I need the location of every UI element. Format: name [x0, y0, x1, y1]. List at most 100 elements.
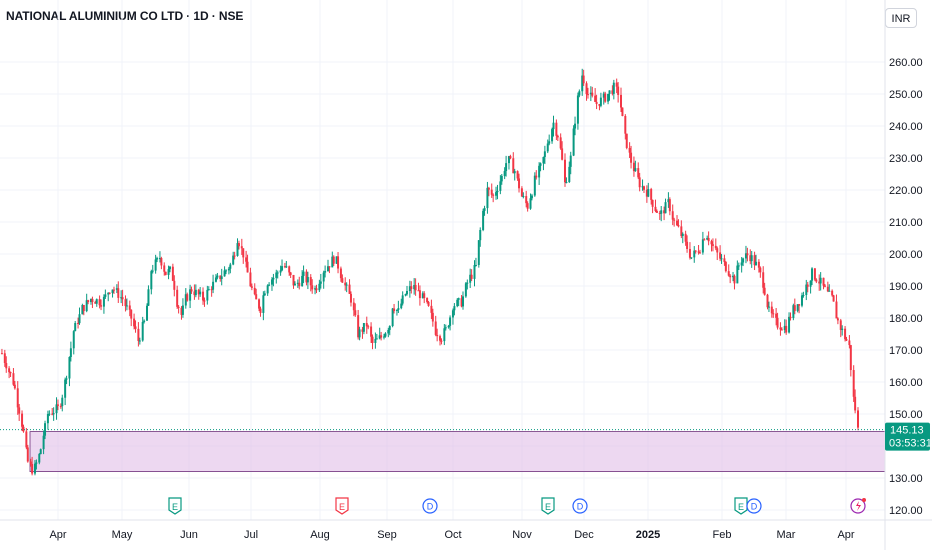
candle-body	[706, 237, 709, 240]
candle-body	[147, 289, 150, 306]
candle-body	[345, 284, 348, 286]
candle-body	[270, 279, 273, 285]
candle-body	[479, 229, 482, 241]
last-price-label: 145.13	[890, 425, 924, 437]
candle-body	[561, 148, 564, 160]
candle-body	[279, 270, 282, 273]
candle-body	[259, 308, 262, 313]
candle-body	[473, 265, 476, 279]
candle-body	[77, 323, 80, 325]
candle-body	[642, 186, 645, 190]
candle-body	[464, 283, 467, 297]
earnings-icon-letter: E	[545, 502, 551, 512]
candle-body	[253, 287, 256, 295]
y-tick-label: 260.00	[889, 57, 923, 69]
candle-body	[490, 189, 493, 195]
candle-body	[526, 203, 529, 209]
candle-body	[326, 266, 329, 272]
y-tick-label: 150.00	[889, 409, 923, 421]
split-icon-bolt	[856, 501, 861, 511]
candle-body	[507, 156, 510, 164]
candle-body	[775, 313, 778, 318]
candle-body	[699, 252, 702, 254]
candle-body	[199, 291, 202, 295]
candle-body	[505, 163, 508, 171]
candle-body	[309, 277, 312, 286]
candle-body	[371, 336, 374, 343]
candle-body	[772, 313, 775, 315]
candle-body	[663, 210, 666, 214]
candle-body	[293, 283, 296, 286]
candle-body	[146, 305, 149, 321]
earnings-icon	[335, 497, 349, 515]
x-tick-label: Feb	[713, 529, 732, 541]
candle-body	[466, 282, 469, 284]
candle-body	[759, 267, 762, 273]
candle-body	[836, 318, 839, 321]
candle-body	[611, 90, 614, 94]
x-tick-label: Sep	[377, 529, 397, 541]
candle-body	[529, 198, 532, 209]
candle-body	[314, 288, 317, 290]
candle-body	[207, 289, 210, 291]
earnings-icon-letter: E	[738, 502, 744, 512]
y-tick-label: 240.00	[889, 121, 923, 133]
candle-body	[811, 268, 814, 281]
candle-body	[18, 407, 21, 414]
candle-body	[414, 285, 417, 291]
candle-body	[576, 95, 579, 124]
candle-body	[555, 122, 558, 136]
candle-body	[31, 464, 34, 474]
candle-body	[223, 270, 226, 277]
candle-body	[533, 175, 536, 196]
candle-body	[138, 340, 141, 342]
candle-body	[711, 244, 714, 246]
candle-body	[556, 135, 559, 138]
y-tick-label: 200.00	[889, 249, 923, 261]
candle-body	[391, 308, 394, 327]
candle-body	[651, 199, 654, 207]
candle-body	[482, 210, 485, 230]
candle-body	[358, 329, 361, 338]
candle-body	[440, 340, 443, 342]
candle-body	[563, 159, 566, 183]
candle-body	[793, 305, 796, 311]
candle-body	[22, 426, 25, 432]
candle-body	[227, 268, 230, 271]
candle-body	[367, 326, 370, 328]
candle-body	[25, 431, 28, 448]
candle-body	[181, 305, 184, 315]
y-tick-label: 130.00	[889, 473, 923, 485]
candle-body	[621, 107, 624, 117]
candle-body	[85, 300, 88, 312]
candle-body	[686, 241, 689, 249]
candle-body	[387, 329, 390, 334]
candle-body	[469, 274, 472, 283]
candle-body	[197, 289, 200, 295]
candle-body	[82, 305, 85, 312]
candle-body	[262, 295, 265, 313]
time-axis: Apr May Jun Jul Aug Sep Oct Nov Dec 2025 Feb Mar Apr	[0, 519, 932, 541]
candle-body	[720, 258, 723, 260]
candle-body	[177, 306, 180, 308]
candle-body	[460, 298, 463, 307]
candle-body	[154, 259, 157, 271]
candle-body	[120, 297, 123, 299]
x-tick-label: Apr	[49, 529, 66, 541]
candle-body	[48, 413, 51, 415]
candle-body	[361, 329, 364, 332]
candle-body	[39, 449, 42, 455]
candle-body	[423, 293, 426, 299]
candle-body	[828, 290, 831, 292]
candle-body	[370, 326, 373, 337]
candle-body	[654, 206, 657, 212]
candle-body	[337, 256, 340, 269]
candle-body	[729, 275, 732, 278]
candle-body	[111, 289, 114, 293]
candle-body	[272, 277, 275, 280]
candle-body	[0, 353, 3, 355]
candle-body	[671, 211, 674, 220]
candle-body	[12, 373, 15, 385]
